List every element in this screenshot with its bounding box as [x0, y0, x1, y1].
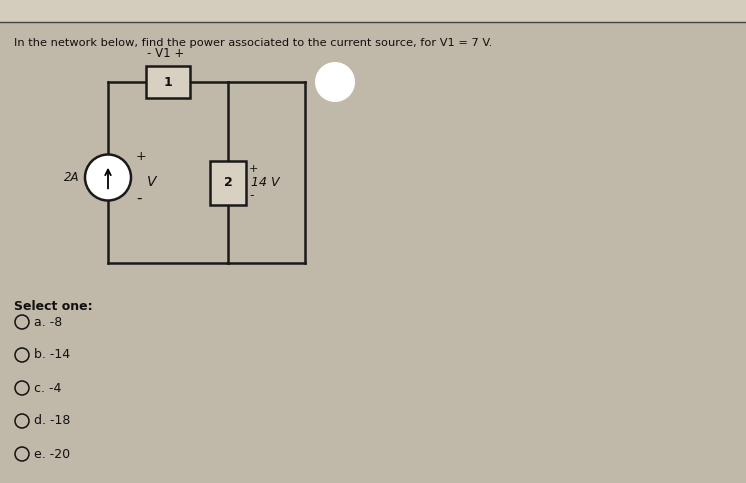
- Text: 14 V: 14 V: [251, 176, 280, 189]
- Text: -: -: [249, 189, 254, 202]
- Text: In the network below, find the power associated to the current source, for V1 = : In the network below, find the power ass…: [14, 38, 492, 48]
- Text: 1: 1: [163, 75, 172, 88]
- Bar: [146, 66, 190, 98]
- Text: 2: 2: [224, 176, 232, 189]
- Text: -: -: [136, 191, 142, 206]
- Bar: [0, 0, 746, 22]
- Text: +: +: [136, 150, 147, 163]
- Text: c. -4: c. -4: [34, 382, 61, 395]
- Text: Select one:: Select one:: [14, 300, 93, 313]
- Text: b. -14: b. -14: [34, 349, 70, 361]
- Text: 2A: 2A: [63, 171, 79, 184]
- Text: e. -20: e. -20: [34, 448, 70, 460]
- Circle shape: [85, 155, 131, 200]
- Text: V: V: [147, 175, 157, 189]
- Text: +: +: [249, 165, 258, 174]
- Circle shape: [315, 62, 355, 102]
- Bar: [210, 160, 246, 204]
- Text: d. -18: d. -18: [34, 414, 70, 427]
- Text: - V1 +: - V1 +: [148, 47, 184, 60]
- Text: a. -8: a. -8: [34, 315, 62, 328]
